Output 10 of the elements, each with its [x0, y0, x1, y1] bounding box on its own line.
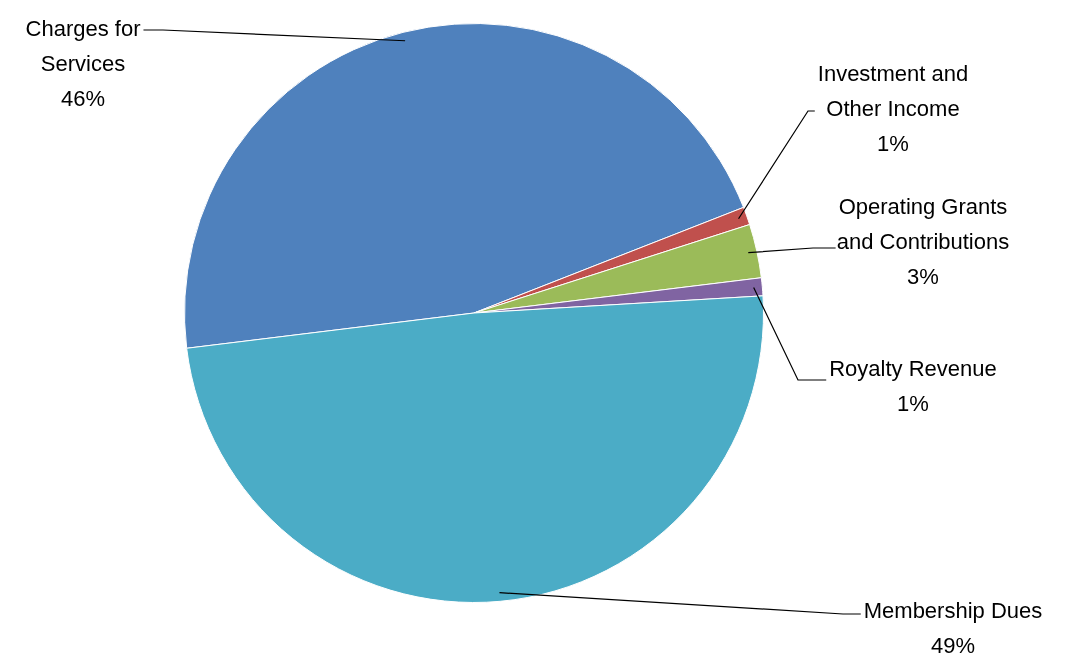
data-label: 49% [930, 633, 976, 659]
data-label: 3% [907, 264, 939, 290]
slice-label: Operating Grants and Contributions [836, 194, 1010, 255]
slice-label: Charges for Services [25, 16, 141, 77]
data-label: 1% [877, 131, 909, 157]
data-label: 1% [897, 391, 929, 417]
slice-label: Membership Dues [863, 598, 1043, 624]
slice-label: Investment and Other Income [817, 61, 969, 122]
data-label: 46% [60, 86, 106, 112]
slice-label: Royalty Revenue [829, 356, 997, 382]
